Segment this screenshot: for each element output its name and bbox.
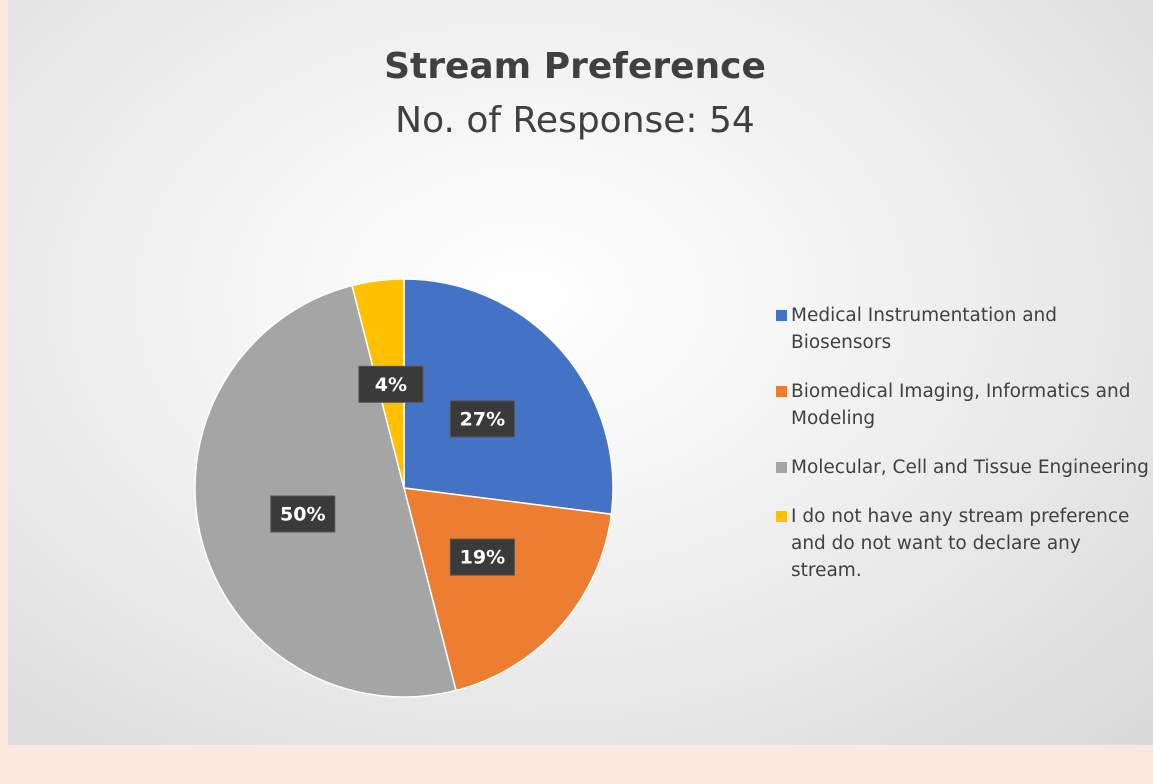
chart-area bbox=[8, 0, 1153, 745]
pie-slice bbox=[403, 278, 614, 516]
data-label: 19% bbox=[449, 538, 515, 576]
pie-slice bbox=[194, 284, 457, 698]
data-label-box bbox=[358, 365, 424, 403]
legend-label: Medical Instrumentation and Biosensors bbox=[791, 305, 1058, 353]
data-label: 27% bbox=[449, 400, 515, 438]
chart-subtitle: No. of Response: 54 bbox=[395, 100, 755, 141]
data-label-text: 19% bbox=[460, 547, 505, 569]
legend-item: Molecular, Cell and Tissue Engineering bbox=[776, 454, 1153, 481]
legend-item: Medical Instrumentation and Biosensors bbox=[776, 302, 1153, 356]
data-label: 4% bbox=[358, 365, 424, 403]
data-label-text: 27% bbox=[460, 408, 505, 430]
data-label: 50% bbox=[270, 495, 336, 533]
legend-label: Molecular, Cell and Tissue Engineering bbox=[791, 457, 1149, 478]
data-label-box bbox=[449, 400, 515, 438]
legend-swatch bbox=[776, 511, 787, 522]
legend-item: Biomedical Imaging, Informatics and Mode… bbox=[776, 378, 1153, 432]
chart-title: Stream Preference bbox=[384, 46, 766, 87]
legend-label: I do not have any stream preference and … bbox=[791, 506, 1130, 581]
legend-label: Biomedical Imaging, Informatics and Mode… bbox=[791, 381, 1131, 429]
legend-item: I do not have any stream preference and … bbox=[776, 503, 1153, 584]
data-label-text: 4% bbox=[375, 374, 407, 396]
data-label-box bbox=[449, 538, 515, 576]
legend-swatch bbox=[776, 310, 787, 321]
legend-swatch bbox=[776, 462, 787, 473]
data-label-text: 50% bbox=[280, 503, 325, 525]
legend-swatch bbox=[776, 386, 787, 397]
legend: Medical Instrumentation and Biosensors Bi… bbox=[776, 302, 1153, 606]
data-label-box bbox=[270, 495, 336, 533]
